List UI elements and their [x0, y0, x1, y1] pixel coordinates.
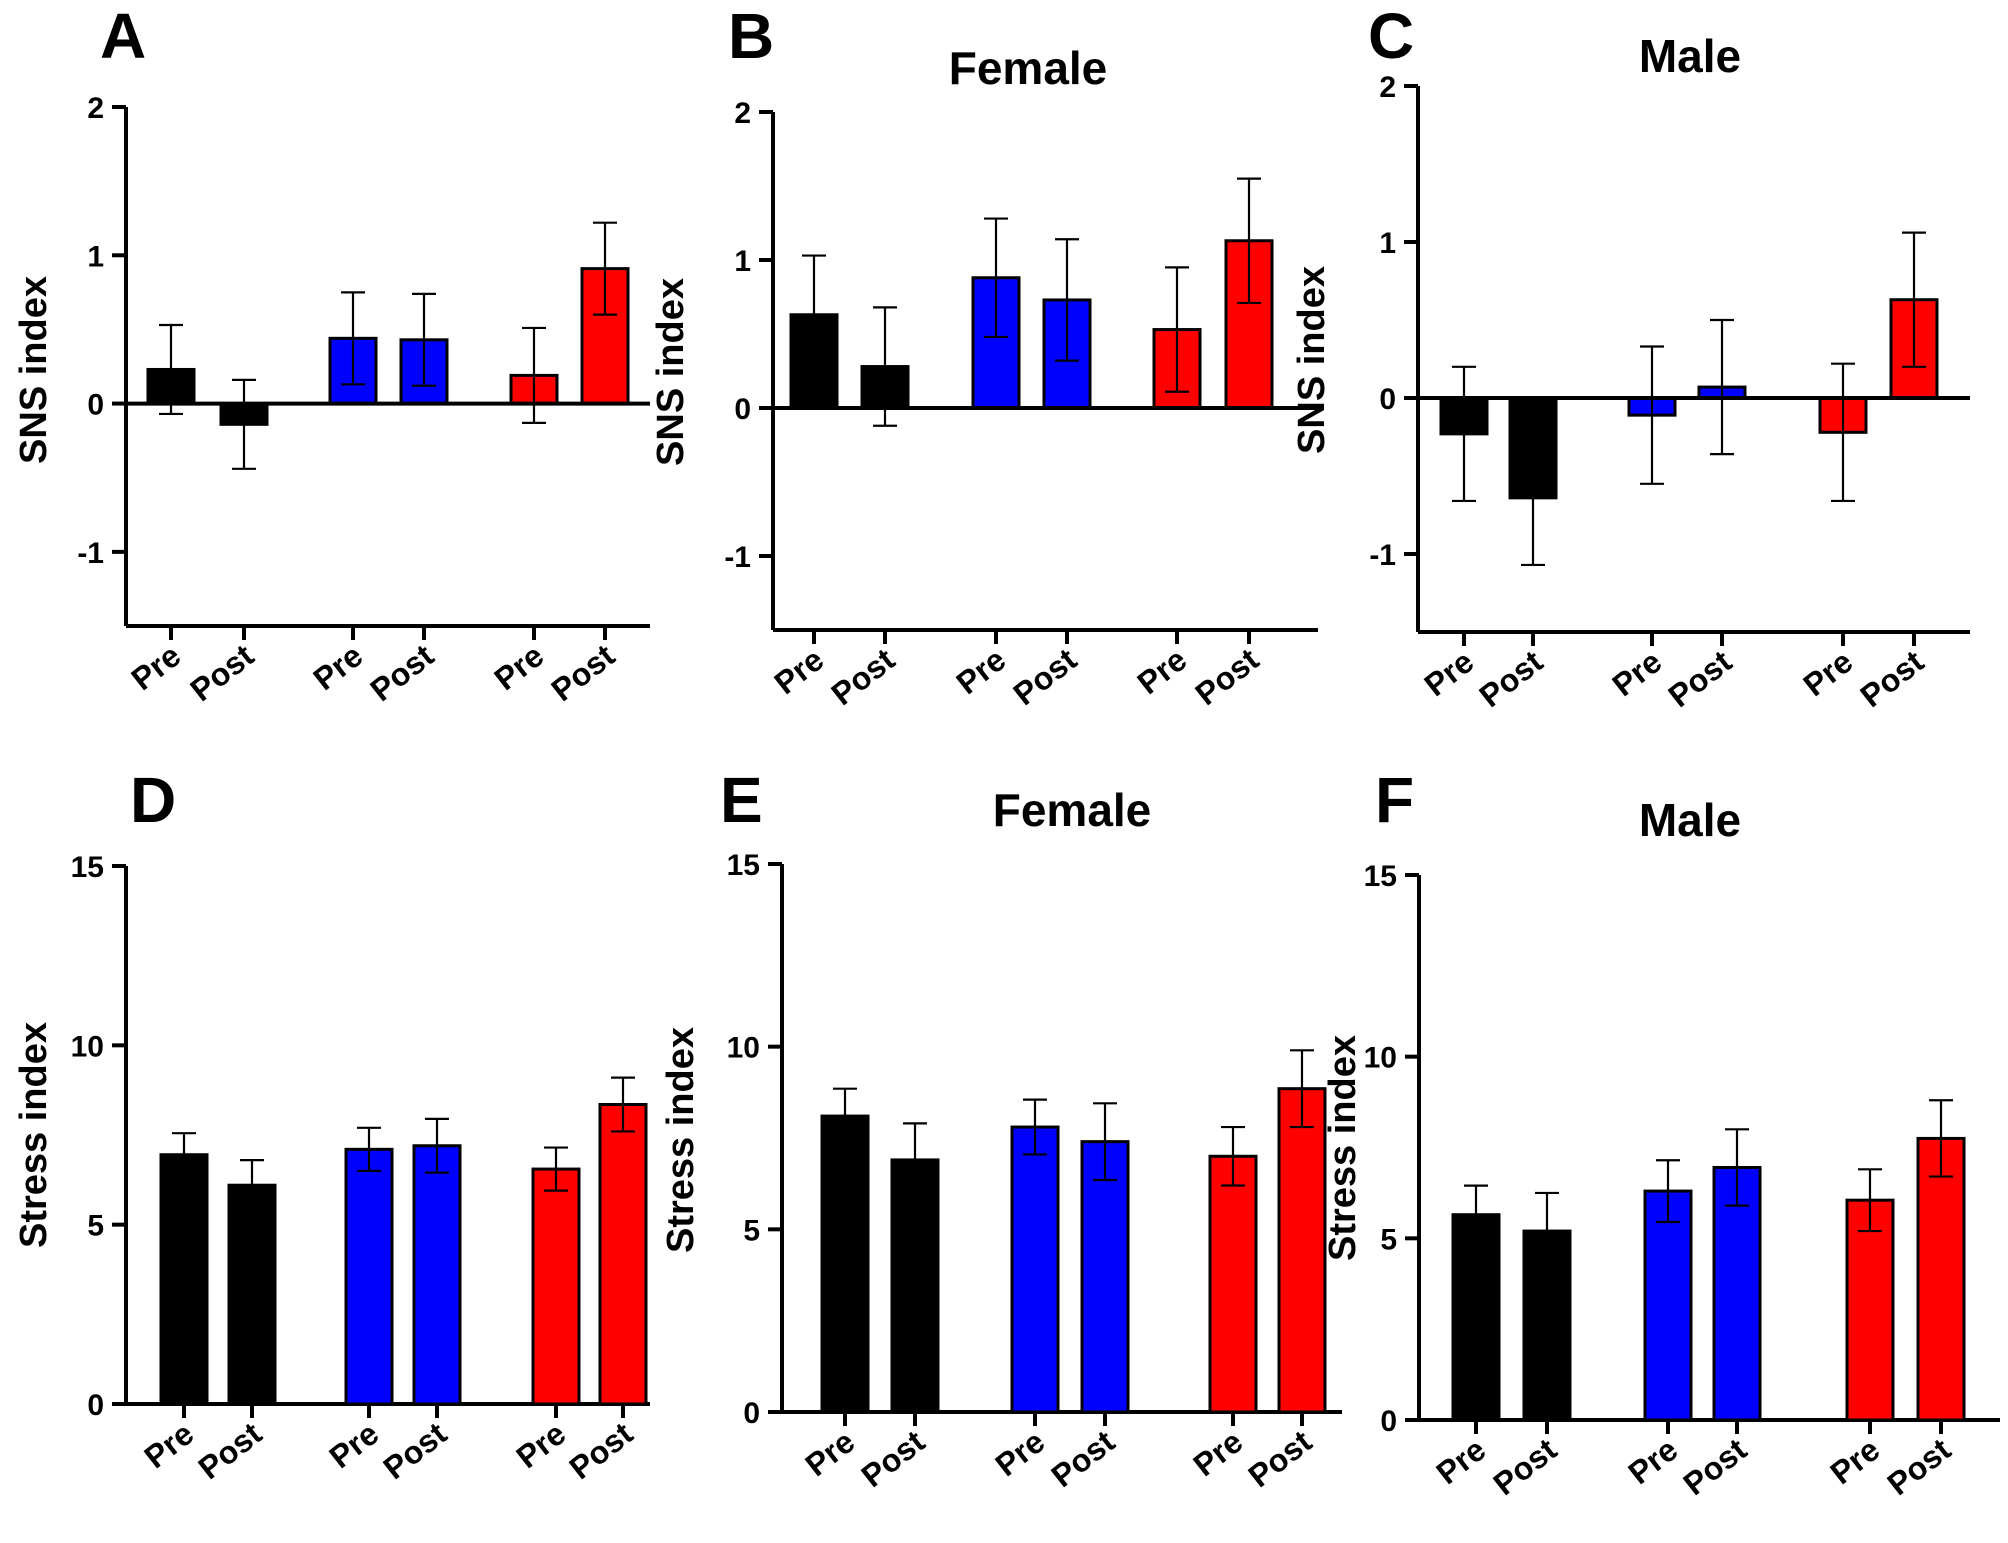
x-tick-label: Post [1007, 641, 1084, 712]
y-tick-label: 0 [734, 393, 751, 426]
bar-blue-pre [1010, 1125, 1060, 1414]
y-tick-label: 2 [734, 97, 751, 130]
y-tick-label: 10 [1364, 1042, 1397, 1075]
panel-label: E [720, 764, 763, 836]
y-tick-label: -1 [77, 537, 104, 570]
panel-label: A [100, 0, 146, 72]
x-tick-label: Post [1487, 1431, 1564, 1502]
chart-title: Male [1639, 794, 1741, 846]
panel-label: B [728, 0, 774, 72]
y-tick-label: 0 [1380, 1405, 1397, 1438]
bar-black-pre [820, 1114, 870, 1414]
bar-black-post [227, 1183, 277, 1406]
x-tick-label: Post [1045, 1423, 1122, 1494]
bar-blue-post [412, 1144, 462, 1406]
y-tick-label: 1 [1379, 227, 1396, 260]
bar-black-pre [1451, 1213, 1501, 1422]
bar-red-pre [1208, 1154, 1258, 1414]
x-tick-label: Post [545, 637, 622, 708]
bar-blue-pre [1643, 1189, 1693, 1422]
y-axis-label: SNS index [650, 278, 692, 466]
x-tick-label: Post [1242, 1423, 1319, 1494]
x-tick-label: Pre [1823, 1431, 1886, 1491]
y-tick-label: 5 [743, 1214, 760, 1247]
x-tick-label: Pre [1130, 641, 1193, 701]
bar-black-pre [159, 1153, 209, 1406]
y-axis-label: Stress index [13, 1022, 55, 1248]
y-tick-label: 15 [71, 851, 104, 884]
y-axis-label: SNS index [13, 276, 55, 464]
x-tick-label: Pre [322, 1415, 385, 1475]
x-tick-label: Post [377, 1415, 454, 1486]
x-tick-label: Pre [487, 637, 550, 697]
x-tick-label: Pre [949, 641, 1012, 701]
x-tick-label: Post [825, 641, 902, 712]
panel-label: C [1368, 0, 1414, 72]
x-tick-label: Post [364, 637, 441, 708]
bar-red-pre [531, 1167, 581, 1406]
y-axis-label: Stress index [1322, 1035, 1364, 1261]
x-tick-label: Pre [1429, 1431, 1492, 1491]
x-tick-label: Pre [306, 637, 369, 697]
x-tick-label: Pre [767, 641, 830, 701]
y-tick-label: 2 [87, 92, 104, 125]
y-tick-label: 5 [87, 1210, 104, 1243]
bar-blue-pre [344, 1147, 394, 1406]
x-tick-label: Pre [137, 1415, 200, 1475]
y-tick-label: -1 [1369, 539, 1396, 572]
y-tick-label: 0 [87, 389, 104, 422]
x-tick-label: Post [1473, 643, 1550, 714]
bar-red-post [1277, 1087, 1327, 1414]
chart-title: Female [993, 784, 1152, 836]
x-tick-label: Post [184, 637, 261, 708]
y-tick-label: 15 [1364, 860, 1397, 893]
y-tick-label: 0 [743, 1397, 760, 1430]
y-axis-label: Stress index [660, 1027, 702, 1253]
x-tick-label: Post [1677, 1431, 1754, 1502]
x-tick-label: Post [1881, 1431, 1958, 1502]
x-tick-label: Post [1662, 643, 1739, 714]
y-tick-label: 0 [1379, 383, 1396, 416]
y-tick-label: 5 [1380, 1223, 1397, 1256]
bar-black-post [890, 1158, 940, 1414]
x-tick-label: Pre [1605, 643, 1668, 703]
x-tick-label: Post [1189, 641, 1266, 712]
x-tick-label: Pre [1796, 643, 1859, 703]
panel-label: D [130, 764, 176, 836]
y-tick-label: 15 [727, 849, 760, 882]
y-axis-label: SNS index [1291, 266, 1333, 454]
x-tick-label: Post [855, 1423, 932, 1494]
panel-label: F [1375, 764, 1414, 836]
y-tick-label: 1 [734, 245, 751, 278]
y-tick-label: 2 [1379, 71, 1396, 104]
bar-red-pre [1845, 1198, 1895, 1422]
x-tick-label: Pre [124, 637, 187, 697]
y-tick-label: 10 [71, 1030, 104, 1063]
x-tick-label: Post [563, 1415, 640, 1486]
x-tick-label: Pre [988, 1423, 1051, 1483]
x-tick-label: Pre [509, 1415, 572, 1475]
x-tick-label: Post [1854, 643, 1931, 714]
chart-title: Female [949, 42, 1108, 94]
y-tick-label: 10 [727, 1032, 760, 1065]
y-tick-label: -1 [724, 541, 751, 574]
bar-blue-post [1080, 1140, 1130, 1414]
bar-red-post [598, 1103, 648, 1406]
y-tick-label: 1 [87, 240, 104, 273]
x-tick-label: Pre [1621, 1431, 1684, 1491]
x-tick-label: Pre [1417, 643, 1480, 703]
x-tick-label: Post [192, 1415, 269, 1486]
chart-title: Male [1639, 30, 1741, 82]
y-tick-label: 0 [87, 1389, 104, 1422]
bar-red-post [1916, 1136, 1966, 1422]
x-tick-label: Pre [1186, 1423, 1249, 1483]
x-tick-label: Pre [798, 1423, 861, 1483]
